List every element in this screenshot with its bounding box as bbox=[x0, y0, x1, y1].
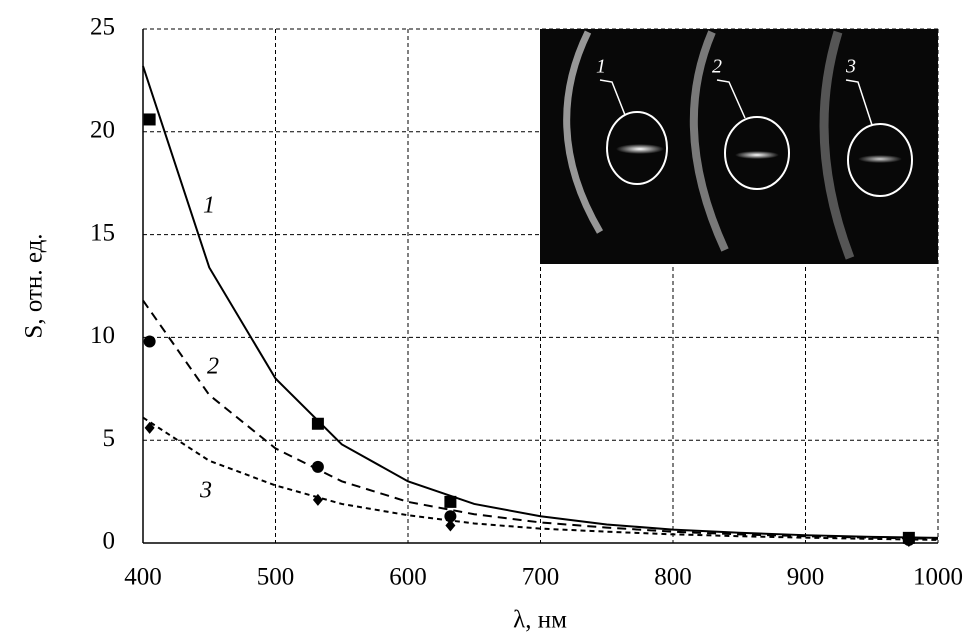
marker bbox=[143, 335, 156, 348]
marker bbox=[144, 421, 155, 434]
marker bbox=[143, 113, 156, 126]
x-tick-label: 800 bbox=[654, 564, 692, 591]
curve-label: 2 bbox=[207, 354, 219, 380]
marker bbox=[311, 460, 324, 473]
x-tick-label: 1000 bbox=[913, 564, 963, 591]
y-axis-label: S, отн. ед. bbox=[21, 233, 48, 338]
x-tick-label: 900 bbox=[787, 564, 825, 591]
x-tick-label: 500 bbox=[257, 564, 295, 591]
y-tick-label: 15 bbox=[90, 219, 115, 246]
x-tick-label: 600 bbox=[389, 564, 427, 591]
inset-label: 3 bbox=[845, 56, 856, 78]
fit-curve bbox=[142, 65, 939, 539]
x-axis-label: λ, нм bbox=[513, 607, 567, 634]
fit-curve bbox=[142, 416, 939, 541]
curve-label: 1 bbox=[203, 193, 215, 219]
inset-label: 1 bbox=[596, 56, 606, 78]
marker bbox=[312, 493, 323, 506]
y-tick-label: 25 bbox=[90, 14, 115, 41]
curve-label: 3 bbox=[199, 478, 212, 504]
y-tick-label: 5 bbox=[103, 425, 116, 452]
x-tick-label: 400 bbox=[124, 564, 162, 591]
y-tick-label: 0 bbox=[103, 528, 116, 555]
x-tick-label: 700 bbox=[522, 564, 560, 591]
marker bbox=[903, 534, 914, 547]
marker bbox=[445, 519, 456, 532]
fit-curve bbox=[142, 299, 939, 540]
y-tick-label: 20 bbox=[90, 117, 115, 144]
inset-label: 2 bbox=[712, 56, 722, 78]
y-tick-label: 10 bbox=[90, 322, 115, 349]
marker bbox=[444, 495, 457, 508]
marker bbox=[311, 417, 324, 430]
inset-image: 1 2 3 bbox=[540, 29, 938, 264]
